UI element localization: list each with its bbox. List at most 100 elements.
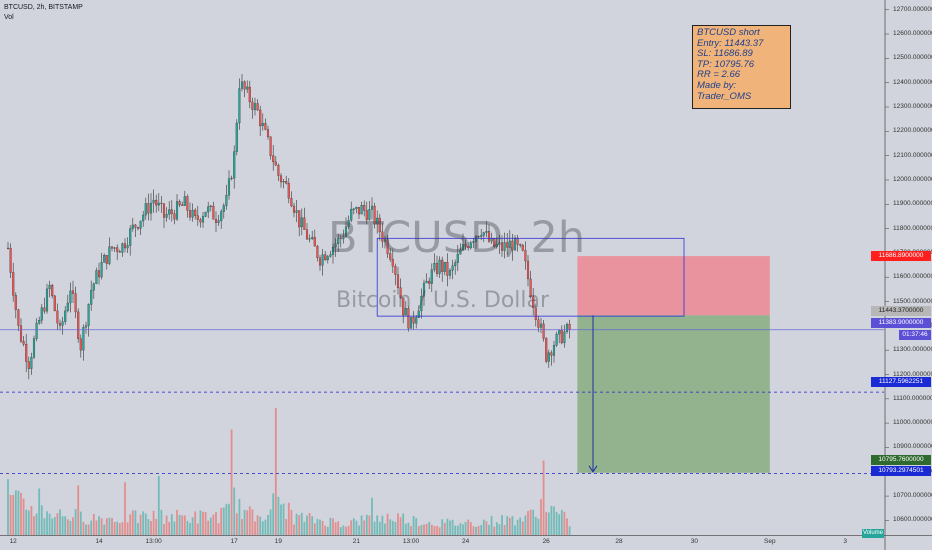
- volume-bar: [529, 509, 532, 535]
- candle: [82, 327, 85, 351]
- candle: [136, 227, 140, 229]
- candle: [409, 317, 413, 329]
- candle: [264, 123, 267, 130]
- volume-bar: [191, 517, 194, 535]
- volume-bar: [139, 514, 142, 535]
- candle: [64, 310, 67, 322]
- price-tag: 11127.5962251: [871, 377, 931, 387]
- volume-bar: [168, 521, 171, 535]
- candle: [58, 322, 62, 326]
- candle: [420, 296, 423, 312]
- symbol-title[interactable]: BTCUSD, 2h, BITSTAMP: [4, 4, 83, 11]
- volume-bar: [194, 511, 197, 535]
- candle: [337, 237, 340, 245]
- volume-indicator-label[interactable]: Vol: [4, 14, 14, 21]
- volume-bar: [456, 525, 459, 535]
- volume-bar: [410, 526, 412, 535]
- candle: [175, 201, 179, 220]
- candle: [209, 205, 212, 207]
- volume-bar: [558, 514, 561, 535]
- volume-bar: [402, 513, 405, 535]
- price-tag: 11686.8900000: [871, 251, 931, 261]
- volume-bar: [527, 511, 529, 535]
- candle: [521, 245, 524, 251]
- candle: [352, 208, 355, 210]
- x-tick-label: Sep: [764, 538, 776, 545]
- candle: [568, 324, 571, 330]
- volume-bar: [313, 523, 316, 535]
- price-tag: 11443.3700000: [871, 306, 931, 316]
- candle: [321, 254, 324, 266]
- candle: [134, 224, 137, 228]
- candle: [292, 205, 296, 213]
- volume-bar: [66, 519, 69, 535]
- volume-bar: [404, 523, 407, 535]
- candle: [118, 251, 121, 253]
- volume-bar: [355, 520, 358, 535]
- volume-bar: [103, 524, 106, 535]
- candle: [360, 205, 363, 215]
- volume-bar: [209, 517, 212, 535]
- volume-bar: [360, 515, 363, 535]
- candle: [79, 338, 82, 351]
- volume-bar: [319, 519, 321, 535]
- volume-bar: [365, 514, 368, 535]
- volume-layer: [7, 407, 571, 535]
- candle: [269, 136, 272, 156]
- volume-bar: [438, 527, 441, 535]
- candle: [487, 231, 491, 242]
- volume-bar: [316, 518, 319, 535]
- candle: [43, 307, 46, 312]
- trade-note-box[interactable]: BTCUSD short Entry: 11443.37 SL: 11686.8…: [692, 25, 791, 109]
- volume-badge[interactable]: Volume: [862, 529, 884, 538]
- candle: [121, 243, 124, 253]
- candle: [129, 228, 132, 246]
- note-line: Entry: 11443.37: [697, 37, 764, 49]
- candle: [204, 211, 207, 217]
- volume-bar: [384, 523, 386, 535]
- volume-bar: [74, 509, 77, 535]
- volume-bar: [256, 515, 259, 535]
- candle: [485, 231, 488, 233]
- volume-bar: [274, 407, 277, 535]
- volume-bar: [64, 516, 67, 535]
- candle: [220, 211, 223, 221]
- note-line: SL: 11686.89: [697, 48, 753, 60]
- candle: [555, 333, 558, 346]
- candle: [480, 235, 483, 237]
- volume-bar: [425, 523, 428, 535]
- volume-bar: [178, 514, 181, 535]
- candle: [199, 219, 202, 223]
- candle: [170, 209, 173, 214]
- candle: [407, 308, 410, 329]
- candle: [217, 220, 220, 223]
- volume-bar: [381, 515, 384, 535]
- volume-bar: [467, 519, 470, 535]
- volume-bar: [124, 482, 126, 535]
- volume-bar: [287, 502, 290, 535]
- volume-bar: [485, 521, 488, 535]
- candle: [225, 195, 228, 206]
- volume-bar: [407, 522, 410, 535]
- candle: [326, 256, 329, 261]
- volume-bar: [490, 515, 493, 535]
- candle: [261, 123, 264, 127]
- volume-bar: [202, 511, 204, 535]
- volume-bar: [108, 517, 111, 535]
- volume-bar: [35, 513, 38, 535]
- x-tick-label: 19: [274, 538, 283, 545]
- candle: [498, 242, 501, 245]
- candle: [45, 288, 49, 312]
- volume-bar: [259, 516, 262, 535]
- volume-bar: [254, 521, 256, 535]
- candle: [357, 207, 361, 215]
- candle: [253, 103, 257, 110]
- volume-bar: [449, 520, 451, 535]
- candle: [383, 239, 387, 242]
- candle: [303, 217, 306, 230]
- candle: [331, 246, 335, 255]
